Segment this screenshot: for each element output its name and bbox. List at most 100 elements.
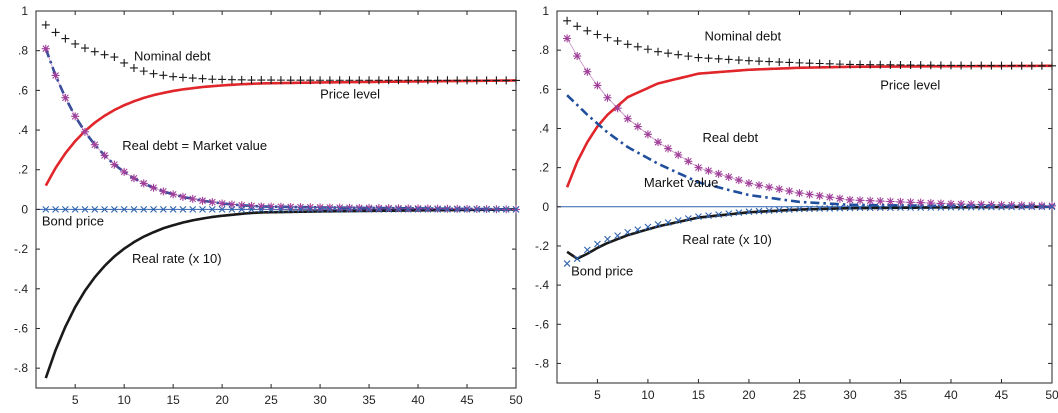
real-debt-marker [41,44,50,53]
bond-price-marker [453,206,461,213]
nominal-debt-marker [355,76,364,85]
bond-price-marker [61,206,69,213]
y-tick-label: -.2 [535,239,549,253]
bond-price-marker [563,260,571,267]
real-debt-marker [159,187,168,196]
bond-price-marker [81,206,89,213]
bond-price-marker [684,215,692,222]
annotation-price-level: Price level [320,86,380,101]
bond-price-marker [947,203,955,211]
nominal-debt-marker [1017,61,1026,70]
real-debt-marker [374,204,383,213]
nominal-debt-marker [835,60,844,69]
bond-price-marker [624,228,632,236]
real-debt-marker [724,173,733,182]
bond-price-marker [654,221,662,228]
nominal-debt-marker [139,67,148,76]
nominal-debt-marker [896,60,905,69]
nominal-debt-marker [257,76,266,85]
real-debt-marker [835,194,844,203]
nominal-debt-marker [110,53,119,62]
real-debt-marker [573,52,582,61]
nominal-debt-marker [603,33,612,42]
x-tick-label: 50 [1045,388,1058,402]
nominal-debt-marker [365,76,374,85]
x-tick-label: 10 [117,393,131,407]
real-debt-marker [247,201,256,210]
nominal-debt-marker [785,58,794,67]
nominal-debt-marker [765,57,774,66]
nominal-debt-marker [563,16,572,25]
real-debt-marker [906,198,915,207]
real-debt-marker [694,163,703,172]
bond-price-marker [414,206,422,213]
bond-price-marker [937,204,945,211]
nominal-debt-marker [296,76,305,85]
real-debt-marker [355,203,364,212]
chart-right: 5 10 15 20 25 30 35 40 45 50 -.8 -.6 -.4 -.2 0 .2 .4 .6 .8… [535,4,1058,402]
nominal-debt-marker [325,76,334,85]
bond-price-marker [604,235,611,243]
real-debt-marker [394,204,403,213]
bond-price-marker [306,206,314,213]
bond-price-marker [796,205,803,213]
bond-price-marker [573,255,581,263]
real-debt-marker [100,151,109,160]
y-tick-label: .8 [539,43,549,57]
y-tick-label: .4 [539,121,549,135]
real-debt-marker [755,181,764,190]
real-debt-marker [296,203,305,212]
x-tick-label: 25 [793,388,807,402]
nominal-debt-marker [61,34,70,43]
nominal-debt-marker [886,60,895,69]
bond-price-marker [856,204,864,212]
real-debt-marker [198,196,207,205]
real-debt-marker [936,199,945,208]
real-debt-marker [61,93,70,102]
real-debt-marker [129,174,138,183]
x-tick-label: 20 [742,388,756,402]
real-debt-marker [306,203,315,212]
chart-left: 5 10 15 20 25 30 35 40 45 50 -.8 -.6 -.4 -.2 0 .2 .4 .6 .8… [14,4,523,407]
bond-price-marker [316,206,324,213]
nominal-debt-marker [502,76,511,85]
real-debt-marker [208,198,217,207]
nominal-debt-marker [573,22,582,31]
real-debt-marker [316,203,325,212]
real-debt-marker [926,199,935,208]
real-debt-marker [1027,201,1036,210]
nominal-debt-marker [41,20,50,29]
nominal-debt-marker [795,58,804,67]
bond-price-marker [866,204,874,212]
nominal-debt-marker [482,76,491,85]
real-debt-marker [714,169,723,178]
real-debt-marker [169,190,178,199]
real-debt-marker [866,196,875,205]
nominal-debt-marker [654,47,663,56]
bond-price-marker [199,206,206,213]
nominal-debt-marker [149,69,158,78]
real-debt-marker [345,203,354,212]
nominal-debt-marker [335,76,344,85]
bond-price-marker [218,206,226,213]
bond-price-marker [463,206,471,213]
bond-price-marker [876,204,884,212]
real-debt-marker [1017,201,1026,210]
nominal-debt-marker [80,44,89,53]
bond-price-marker [434,206,442,213]
nominal-debt-marker [724,55,733,64]
nominal-debt-marker [306,76,315,85]
real-debt-marker [643,130,652,139]
y-tick-label: -.2 [14,242,28,256]
real-debt-marker [825,193,834,202]
x-tick-label: 35 [362,393,376,407]
bond-price-marker [897,204,904,212]
nominal-debt-marker [286,76,295,85]
x-tick-label: 50 [509,393,523,407]
real-debt-marker [704,166,713,175]
nominal-debt-marker [394,76,403,85]
bond-price-marker [826,205,834,212]
x-tick-label: 20 [215,393,229,407]
real-debt-marker [977,200,986,209]
nominal-debt-marker [684,52,693,61]
